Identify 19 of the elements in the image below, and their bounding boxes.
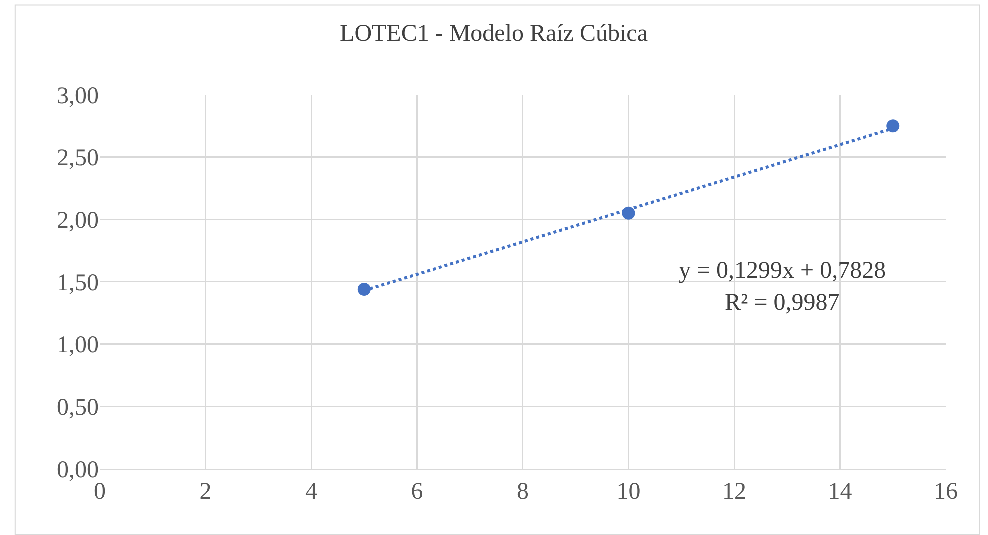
x-tick-label: 4 [306,479,318,506]
point [886,120,900,133]
y-tick-label: 1,50 [57,270,99,296]
y-tick-label: 1,00 [57,332,99,359]
y-tick-label: 2,00 [57,208,99,234]
chart-title: LOTEC1 - Modelo Raíz Cúbica [340,20,648,47]
x-tick-label: 8 [517,479,529,506]
x-tick-label: 14 [828,479,852,506]
annotation: R² = 0,9987 [725,290,840,316]
point [358,282,371,296]
x-tick-label: 6 [411,479,424,506]
y-tick-label: 0,50 [57,395,99,422]
x-tick-label: 2 [200,479,212,506]
y-tick-label: 2,50 [57,146,99,172]
annotation: y = 0,1299x + 0,7828 [679,258,886,284]
x-tick-label: 16 [934,479,958,506]
x-tick-label: 12 [722,479,746,506]
x-tick-label: 10 [616,479,641,506]
y-tick-label: 3,00 [57,83,99,110]
